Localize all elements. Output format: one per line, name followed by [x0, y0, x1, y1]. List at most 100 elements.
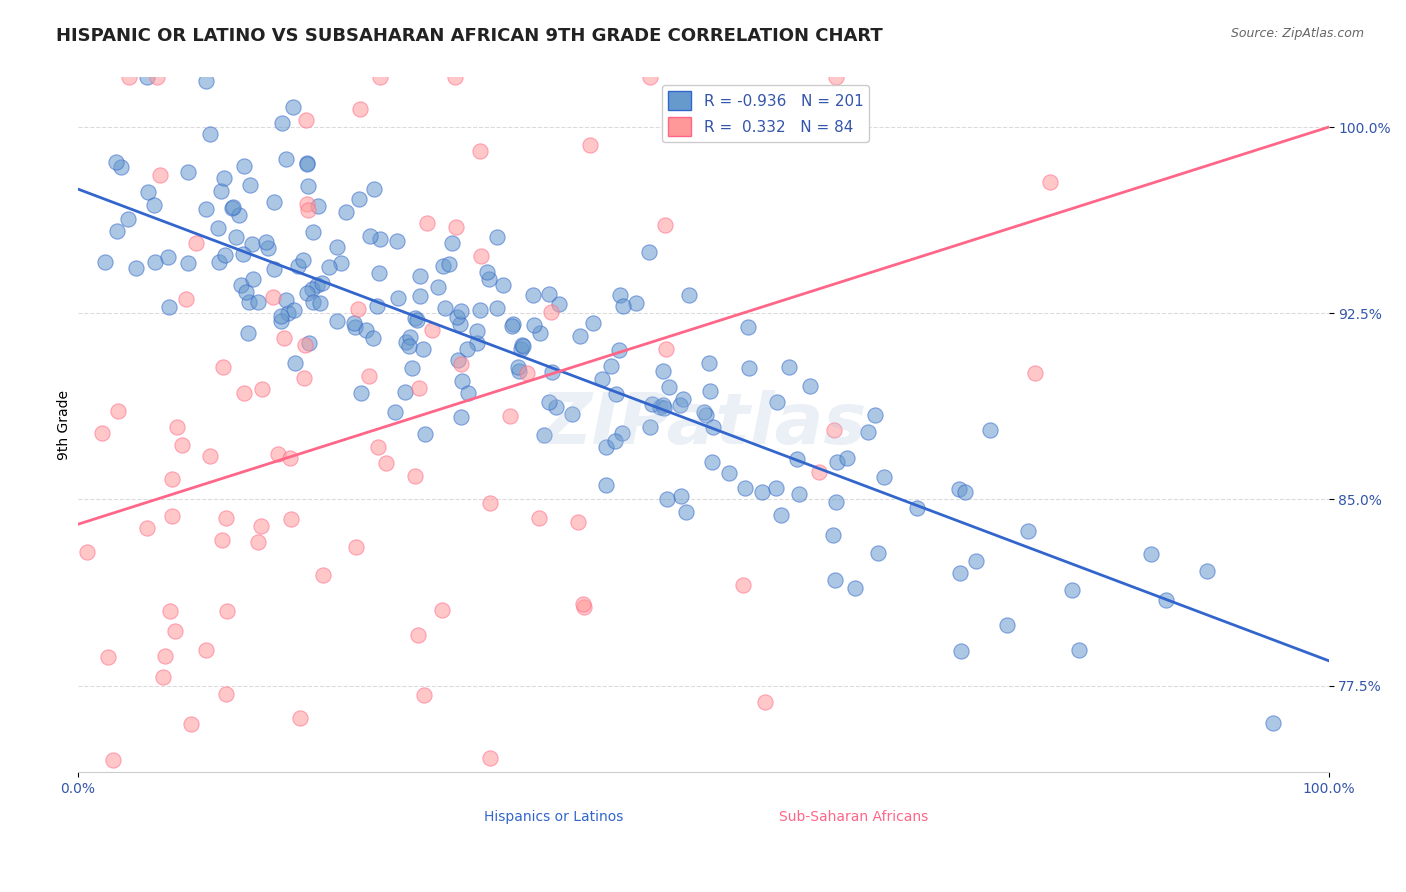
Point — [146, 70, 169, 85]
Point — [363, 331, 385, 345]
Point — [544, 400, 567, 414]
Point — [595, 440, 617, 454]
Point — [502, 317, 524, 331]
Point — [754, 695, 776, 709]
Point — [399, 330, 422, 344]
Point — [229, 278, 252, 293]
Point — [172, 437, 194, 451]
Point — [561, 407, 583, 421]
Point — [271, 116, 294, 130]
Point — [97, 650, 120, 665]
Point — [444, 219, 467, 234]
Point — [799, 379, 821, 393]
Text: Source: ZipAtlas.com: Source: ZipAtlas.com — [1230, 27, 1364, 40]
Point — [478, 272, 501, 286]
Point — [734, 481, 756, 495]
Point — [384, 404, 406, 418]
Point — [343, 317, 366, 331]
Point — [1067, 643, 1090, 657]
Point — [330, 256, 353, 270]
Point — [228, 208, 250, 222]
Point — [239, 178, 262, 192]
Point — [457, 386, 479, 401]
Point — [825, 455, 848, 469]
Point — [408, 268, 430, 283]
Point — [347, 192, 370, 206]
Point — [995, 618, 1018, 632]
Point — [174, 292, 197, 306]
Point — [292, 371, 315, 385]
Point — [194, 73, 217, 87]
Point — [693, 405, 716, 419]
Point — [430, 603, 453, 617]
Point — [212, 170, 235, 185]
Point — [159, 603, 181, 617]
Point — [214, 248, 236, 262]
Point — [177, 256, 200, 270]
Point — [605, 387, 627, 401]
Point — [965, 554, 987, 568]
Point — [256, 241, 278, 255]
Point — [401, 361, 423, 376]
Point — [111, 790, 134, 805]
Point — [276, 293, 298, 307]
Point — [176, 165, 198, 179]
Point — [235, 285, 257, 299]
Point — [349, 102, 371, 116]
Point — [143, 254, 166, 268]
Legend: R = -0.936   N = 201, R =  0.332   N = 84: R = -0.936 N = 201, R = 0.332 N = 84 — [662, 85, 869, 142]
Point — [702, 455, 724, 469]
Point — [648, 400, 671, 414]
Point — [118, 70, 141, 85]
Point — [273, 331, 295, 345]
Point — [236, 326, 259, 340]
Point — [823, 423, 845, 437]
Point — [107, 403, 129, 417]
Point — [280, 512, 302, 526]
Point — [307, 199, 329, 213]
Point — [512, 337, 534, 351]
Point — [733, 578, 755, 592]
Point — [427, 280, 450, 294]
Point — [441, 235, 464, 250]
Point — [568, 329, 591, 343]
Point — [537, 287, 560, 301]
Point — [769, 508, 792, 522]
Point — [238, 294, 260, 309]
Point — [437, 257, 460, 271]
Point — [207, 220, 229, 235]
Point — [787, 487, 810, 501]
Point — [408, 289, 430, 303]
Point — [247, 535, 270, 549]
Point — [866, 546, 889, 560]
Point — [295, 156, 318, 170]
Point — [844, 581, 866, 595]
Point — [262, 290, 284, 304]
Point — [270, 310, 292, 324]
Point — [222, 200, 245, 214]
Point — [592, 372, 614, 386]
Point — [948, 482, 970, 496]
Point — [668, 398, 690, 412]
Point — [523, 318, 546, 332]
Point — [415, 427, 437, 442]
Point — [786, 452, 808, 467]
Point — [280, 450, 302, 465]
Point — [1140, 547, 1163, 561]
Point — [194, 642, 217, 657]
Point — [678, 288, 700, 302]
Point — [873, 470, 896, 484]
Point — [367, 440, 389, 454]
Point — [479, 751, 502, 765]
Point — [641, 397, 664, 411]
Point — [359, 369, 381, 384]
Point — [501, 318, 523, 333]
Point — [657, 491, 679, 506]
Point — [778, 360, 800, 375]
Point — [326, 240, 349, 254]
Point — [412, 342, 434, 356]
Point — [290, 711, 312, 725]
Point — [605, 434, 627, 449]
Point — [387, 234, 409, 248]
Point — [1039, 175, 1062, 189]
